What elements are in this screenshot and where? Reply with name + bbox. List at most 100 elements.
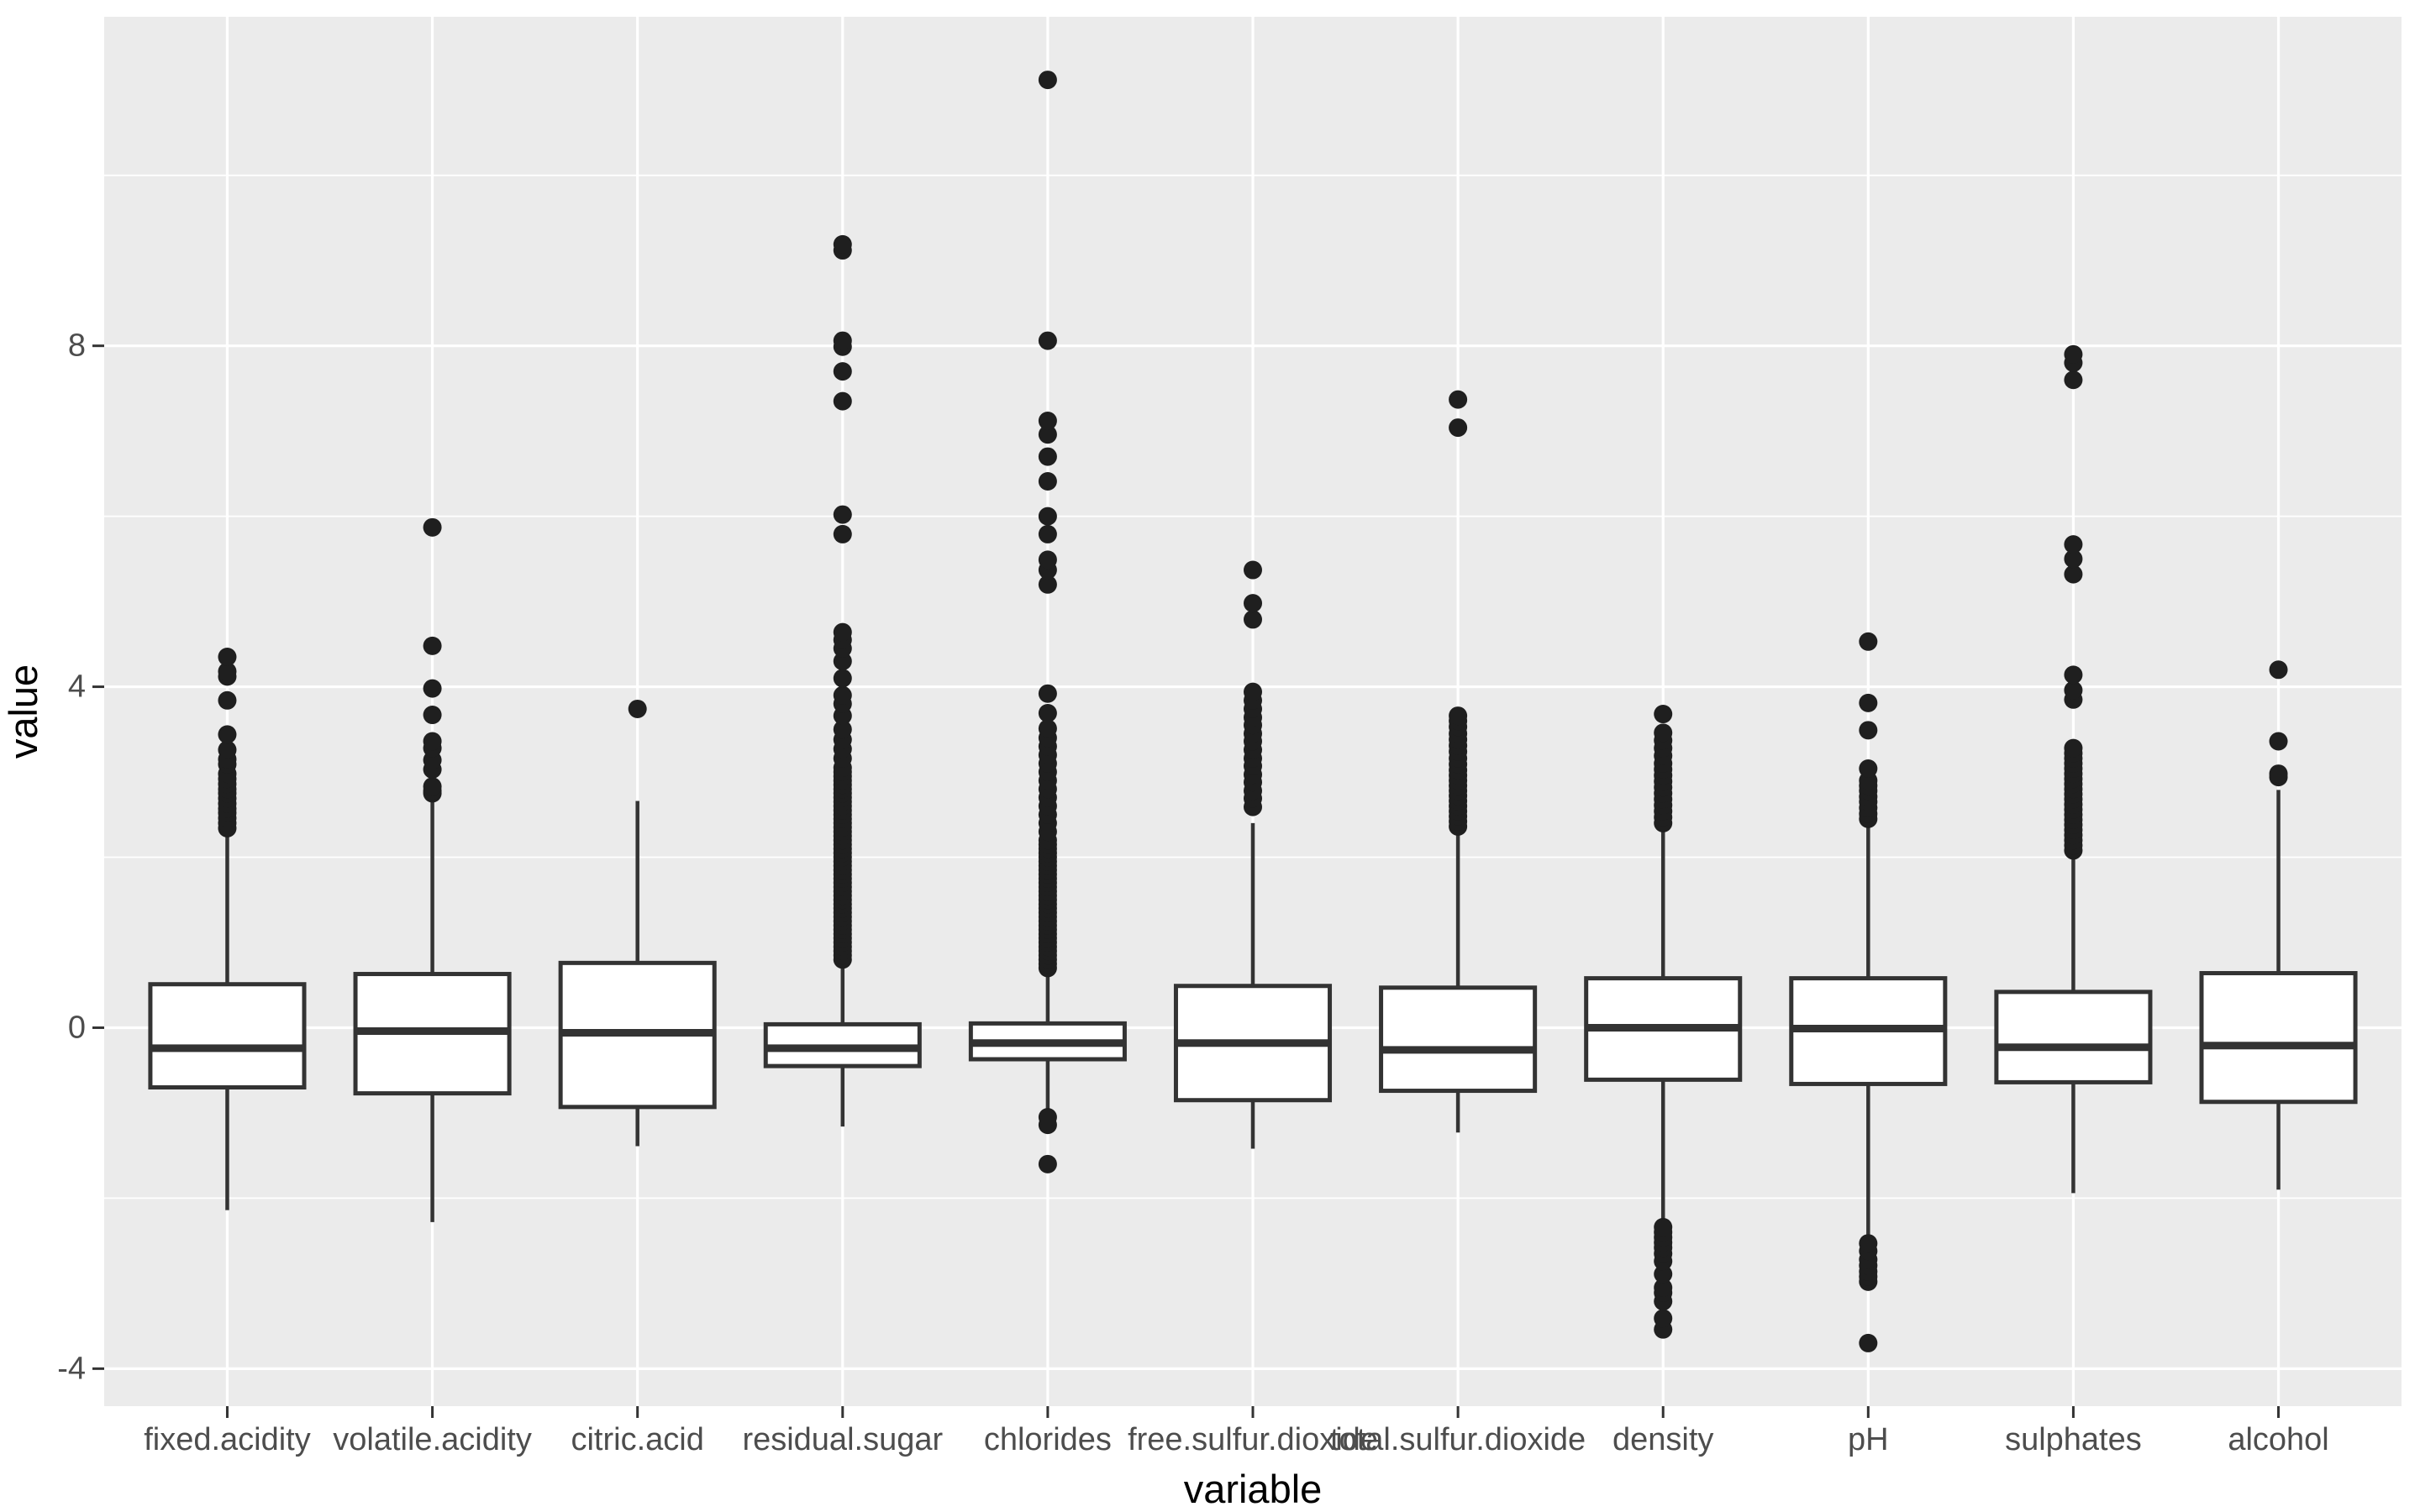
outlier-point (2064, 370, 2083, 390)
outlier-point (423, 517, 442, 537)
x-tick-label-fixed.acidity: fixed.acidity (144, 1422, 311, 1457)
y-tick-label-8: 8 (68, 328, 86, 364)
outlier-point (1859, 693, 1878, 712)
outlier-point (218, 690, 237, 710)
outlier-point (1038, 684, 1057, 703)
outlier-point (2064, 680, 2083, 700)
outlier-point (423, 777, 442, 796)
outlier-point (1038, 524, 1057, 543)
axes-layer: -4 0 4 8 fixed.acidity volatile.acidity citric… (57, 328, 2329, 1457)
outlier-point (1859, 632, 1878, 651)
outlier-point (1038, 472, 1057, 491)
outlier-point (2064, 549, 2083, 569)
outlier-point (423, 679, 442, 698)
outlier-point (1038, 1108, 1057, 1127)
boxplot-fixed.acidity (148, 648, 307, 1210)
outlier-point (1038, 507, 1057, 526)
outlier-point (628, 699, 647, 718)
outlier-point (1859, 759, 1878, 778)
outlier-point (833, 685, 852, 705)
boxplot-total.sulfur.dioxide (1379, 390, 1538, 1133)
outlier-point (218, 648, 237, 667)
outlier-point (1038, 1154, 1057, 1173)
outlier-point (1654, 1264, 1673, 1284)
outlier-point (1038, 71, 1057, 90)
outlier-point (1654, 1217, 1673, 1236)
x-axis-title: variable (1184, 1467, 1323, 1511)
outlier-point (1449, 390, 1468, 409)
boxplots-layer (148, 71, 2358, 1352)
outlier-point (1859, 1234, 1878, 1253)
outlier-point (1449, 706, 1468, 726)
outlier-point (1244, 610, 1262, 629)
outlier-point (1038, 447, 1057, 466)
x-tick-label-citric.acid: citric.acid (571, 1422, 703, 1457)
outlier-point (833, 331, 852, 350)
boxplot-chlorides (968, 71, 1127, 1173)
x-tick-label-chlorides: chlorides (984, 1422, 1112, 1457)
iqr-box (2199, 971, 2358, 1105)
y-tick-label-4: 4 (68, 669, 86, 705)
x-tick-label-alcohol: alcohol (2228, 1422, 2328, 1457)
outlier-point (2064, 535, 2083, 554)
outlier-point (1654, 723, 1673, 743)
outlier-point (218, 740, 237, 759)
outlier-point (1244, 682, 1262, 701)
outlier-point (2064, 344, 2083, 364)
outlier-point (2269, 732, 2288, 751)
outlier-point (833, 720, 852, 739)
outlier-point (833, 622, 852, 642)
outlier-point (833, 391, 852, 411)
outlier-point (2269, 764, 2288, 784)
x-tick-label-total.sulfur.dioxide: total.sulfur.dioxide (1330, 1422, 1586, 1457)
outlier-point (1859, 1333, 1878, 1352)
outlier-point (833, 505, 852, 524)
outlier-point (1449, 418, 1468, 438)
iqr-box (1379, 985, 1538, 1094)
outlier-point (1244, 594, 1262, 613)
boxplot-residual.sugar (763, 234, 922, 1127)
outlier-point (1038, 411, 1057, 430)
boxplot-sulphates (1994, 344, 2153, 1194)
outlier-point (1038, 550, 1057, 570)
x-tick-label-pH: pH (1848, 1422, 1889, 1457)
outlier-point (1038, 331, 1057, 350)
x-tick-label-free.sulfur.dioxide: free.sulfur.dioxide (1128, 1422, 1378, 1457)
boxplot-citric.acid (558, 699, 717, 1147)
outlier-point (1038, 719, 1057, 738)
outlier-point (1654, 1278, 1673, 1297)
x-tick-label-density: density (1612, 1422, 1713, 1457)
boxplot-alcohol (2199, 660, 2358, 1190)
y-axis-title: value (1, 664, 45, 759)
outlier-point (423, 732, 442, 751)
outlier-point (423, 706, 442, 725)
y-tick-label-0: 0 (68, 1010, 86, 1045)
outlier-point (1038, 704, 1057, 723)
x-tick-label-residual.sugar: residual.sugar (742, 1422, 943, 1457)
boxplot-free.sulfur.dioxide (1173, 560, 1333, 1149)
iqr-box (148, 982, 307, 1089)
outlier-point (833, 362, 852, 381)
outlier-point (1654, 1309, 1673, 1328)
outlier-point (1038, 575, 1057, 594)
outlier-point (1859, 721, 1878, 740)
outlier-point (2064, 564, 2083, 584)
x-tick-label-sulphates: sulphates (2005, 1422, 2142, 1457)
outlier-point (1038, 425, 1057, 444)
iqr-box (1994, 990, 2153, 1084)
x-tick-label-volatile.acidity: volatile.acidity (333, 1422, 532, 1457)
boxplot-pH (1789, 632, 1948, 1352)
outlier-point (833, 669, 852, 688)
outlier-point (833, 234, 852, 254)
outlier-point (833, 652, 852, 671)
outlier-point (218, 662, 237, 681)
y-tick-label--4: -4 (57, 1351, 86, 1386)
outlier-point (218, 725, 237, 744)
outlier-point (1244, 560, 1262, 580)
outlier-point (423, 636, 442, 655)
outlier-point (2064, 665, 2083, 685)
outlier-point (833, 524, 852, 543)
outlier-point (1654, 705, 1673, 724)
